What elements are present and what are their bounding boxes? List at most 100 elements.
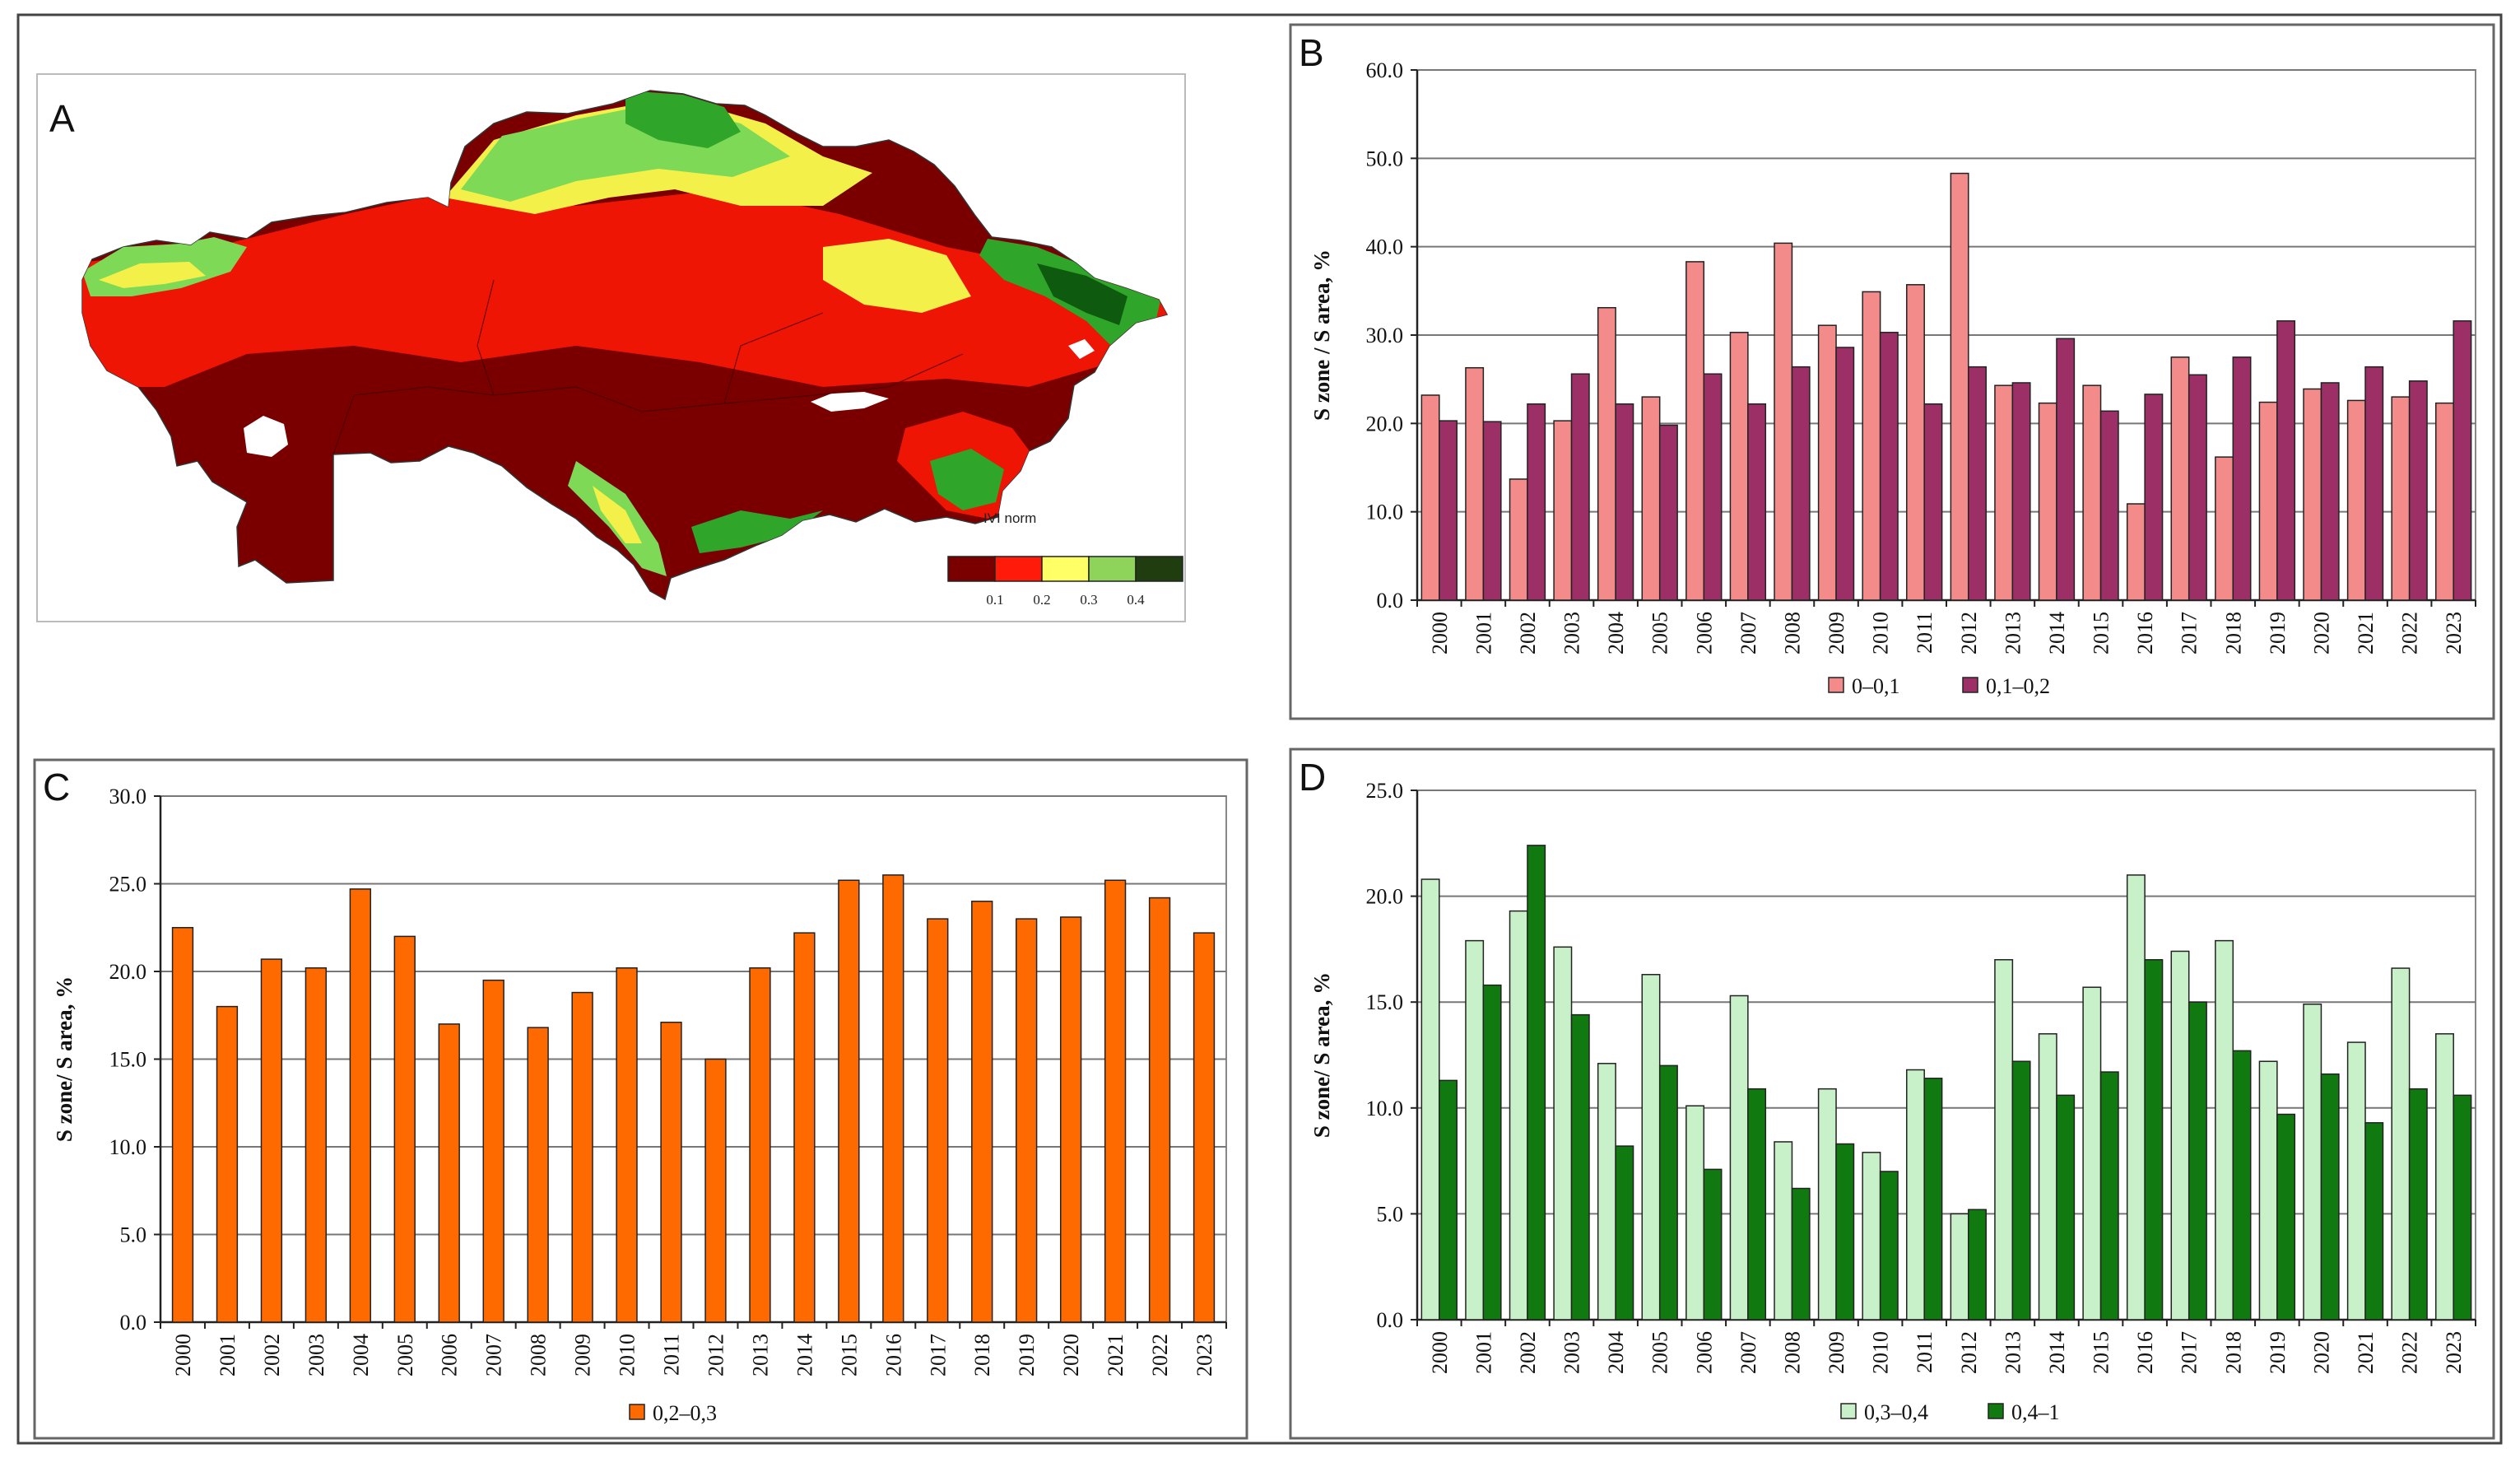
map-legend-swatch xyxy=(947,556,996,582)
x-tick-label: 2015 xyxy=(837,1334,861,1376)
legend-swatch xyxy=(1962,677,1978,693)
chart-d: 0.0 5.0 10.0 15.0 20.0 25.0 S zone/ S area, % 2… xyxy=(1309,779,2476,1424)
bar xyxy=(1658,1064,1678,1321)
bar xyxy=(971,901,993,1323)
bar xyxy=(527,1027,549,1323)
bar xyxy=(2408,380,2428,601)
x-tick-label: 2007 xyxy=(482,1334,506,1376)
bar xyxy=(2038,1033,2057,1321)
x-tick-label: 2021 xyxy=(2354,612,2378,654)
x-tick-label: 2008 xyxy=(1780,612,1804,654)
bar xyxy=(2435,402,2454,601)
x-tick-label: 2020 xyxy=(1059,1334,1083,1376)
y-axis-label: S zone/ S area, % xyxy=(1309,972,1334,1138)
bar xyxy=(1685,261,1705,601)
map-legend-title: IVI norm xyxy=(983,510,1036,526)
bar xyxy=(838,879,860,1323)
map-zone-yellow-nw xyxy=(99,262,206,288)
bar xyxy=(571,991,593,1323)
legend-label: 0,3–0,4 xyxy=(1864,1400,1928,1424)
y-tick-label: 25.0 xyxy=(1366,779,1404,803)
bar xyxy=(2364,366,2384,601)
x-tick-label: 2022 xyxy=(2398,612,2422,654)
x-tick-label: 2019 xyxy=(2266,1331,2290,1374)
bar xyxy=(1553,946,1573,1321)
map-lake-balkhash xyxy=(811,392,889,412)
bar xyxy=(1747,1088,1767,1321)
x-tick-label: 2013 xyxy=(748,1334,772,1376)
y-tick-label: 0.0 xyxy=(1377,589,1404,613)
x-tick-label: 2005 xyxy=(393,1334,417,1376)
bar xyxy=(660,1022,682,1323)
x-tick-label: 2022 xyxy=(1148,1334,1172,1376)
bar xyxy=(1685,1105,1705,1321)
x-tick-label: 2010 xyxy=(616,1334,639,1376)
bar xyxy=(1641,396,1661,601)
y-tick-label: 0.0 xyxy=(120,1311,147,1335)
x-tick-label: 2007 xyxy=(1737,1331,1760,1374)
y-tick-label: 20.0 xyxy=(109,960,147,984)
plot-area xyxy=(1416,790,2476,1321)
map-region-border xyxy=(477,279,495,396)
x-tick-label: 2012 xyxy=(1957,612,1981,654)
bar xyxy=(2435,1033,2454,1321)
panel-letter-c: C xyxy=(43,766,70,808)
bar xyxy=(1774,1141,1793,1321)
bar xyxy=(1641,974,1661,1321)
bar xyxy=(1482,421,1502,601)
panel-letter-d: D xyxy=(1299,756,1326,799)
x-tick-label: 2001 xyxy=(216,1334,239,1376)
bar xyxy=(2170,356,2190,601)
bar xyxy=(1703,373,1723,601)
bar xyxy=(927,918,949,1323)
bar xyxy=(2082,384,2102,601)
x-tick-label: 2014 xyxy=(2045,1331,2069,1374)
x-tick-label: 2003 xyxy=(305,1334,328,1376)
bar xyxy=(305,967,328,1323)
bar xyxy=(1148,897,1171,1323)
y-tick-label: 25.0 xyxy=(109,873,147,897)
x-tick-label: 2013 xyxy=(2001,1331,2025,1374)
x-tick-label: 2008 xyxy=(527,1334,551,1376)
map-zone-yellow-e xyxy=(823,239,971,313)
map-legend-tick: 0.2 xyxy=(1033,592,1050,608)
x-tick-label: 2016 xyxy=(881,1334,905,1376)
x-tick-label: 2018 xyxy=(2221,1331,2245,1374)
bar xyxy=(2215,456,2234,601)
bar xyxy=(1658,424,1678,601)
bar xyxy=(393,935,416,1323)
map-region-border xyxy=(493,386,816,412)
y-tick-label: 50.0 xyxy=(1366,147,1404,170)
x-tick-label: 2002 xyxy=(1516,612,1540,654)
legend-swatch xyxy=(1828,677,1844,693)
bar xyxy=(2346,399,2366,601)
bar xyxy=(2215,939,2234,1321)
x-tick-label: 2012 xyxy=(704,1334,728,1376)
bar xyxy=(1950,172,1969,601)
bar xyxy=(1615,1145,1634,1321)
bar xyxy=(2126,874,2146,1321)
x-tick-label: 2021 xyxy=(2354,1331,2378,1374)
bar xyxy=(2408,1088,2428,1321)
x-tick-label: 2003 xyxy=(1560,612,1584,654)
map-legend-tick: 0.1 xyxy=(986,592,1003,608)
bar xyxy=(1835,1143,1855,1321)
x-tick-label: 2016 xyxy=(2133,1331,2157,1374)
bar xyxy=(1923,1078,1943,1321)
x-tick-label: 2000 xyxy=(1428,1331,1452,1374)
map-zone-yellow-s xyxy=(593,486,642,543)
panel-letter-a: A xyxy=(49,97,75,140)
bar xyxy=(2188,374,2207,601)
bar xyxy=(2303,1004,2322,1321)
panel-letter-b: B xyxy=(1299,31,1324,74)
x-tick-label: 2018 xyxy=(2221,612,2245,654)
y-tick-label: 20.0 xyxy=(1366,412,1404,436)
map-legend-swatch xyxy=(1041,556,1090,582)
bar xyxy=(2232,1050,2252,1321)
x-tick-label: 2015 xyxy=(2090,612,2113,654)
bar xyxy=(2320,382,2340,601)
bar xyxy=(1597,306,1616,601)
bar xyxy=(2364,1122,2384,1321)
x-tick-label: 2015 xyxy=(2090,1331,2113,1374)
bar xyxy=(1439,420,1458,601)
